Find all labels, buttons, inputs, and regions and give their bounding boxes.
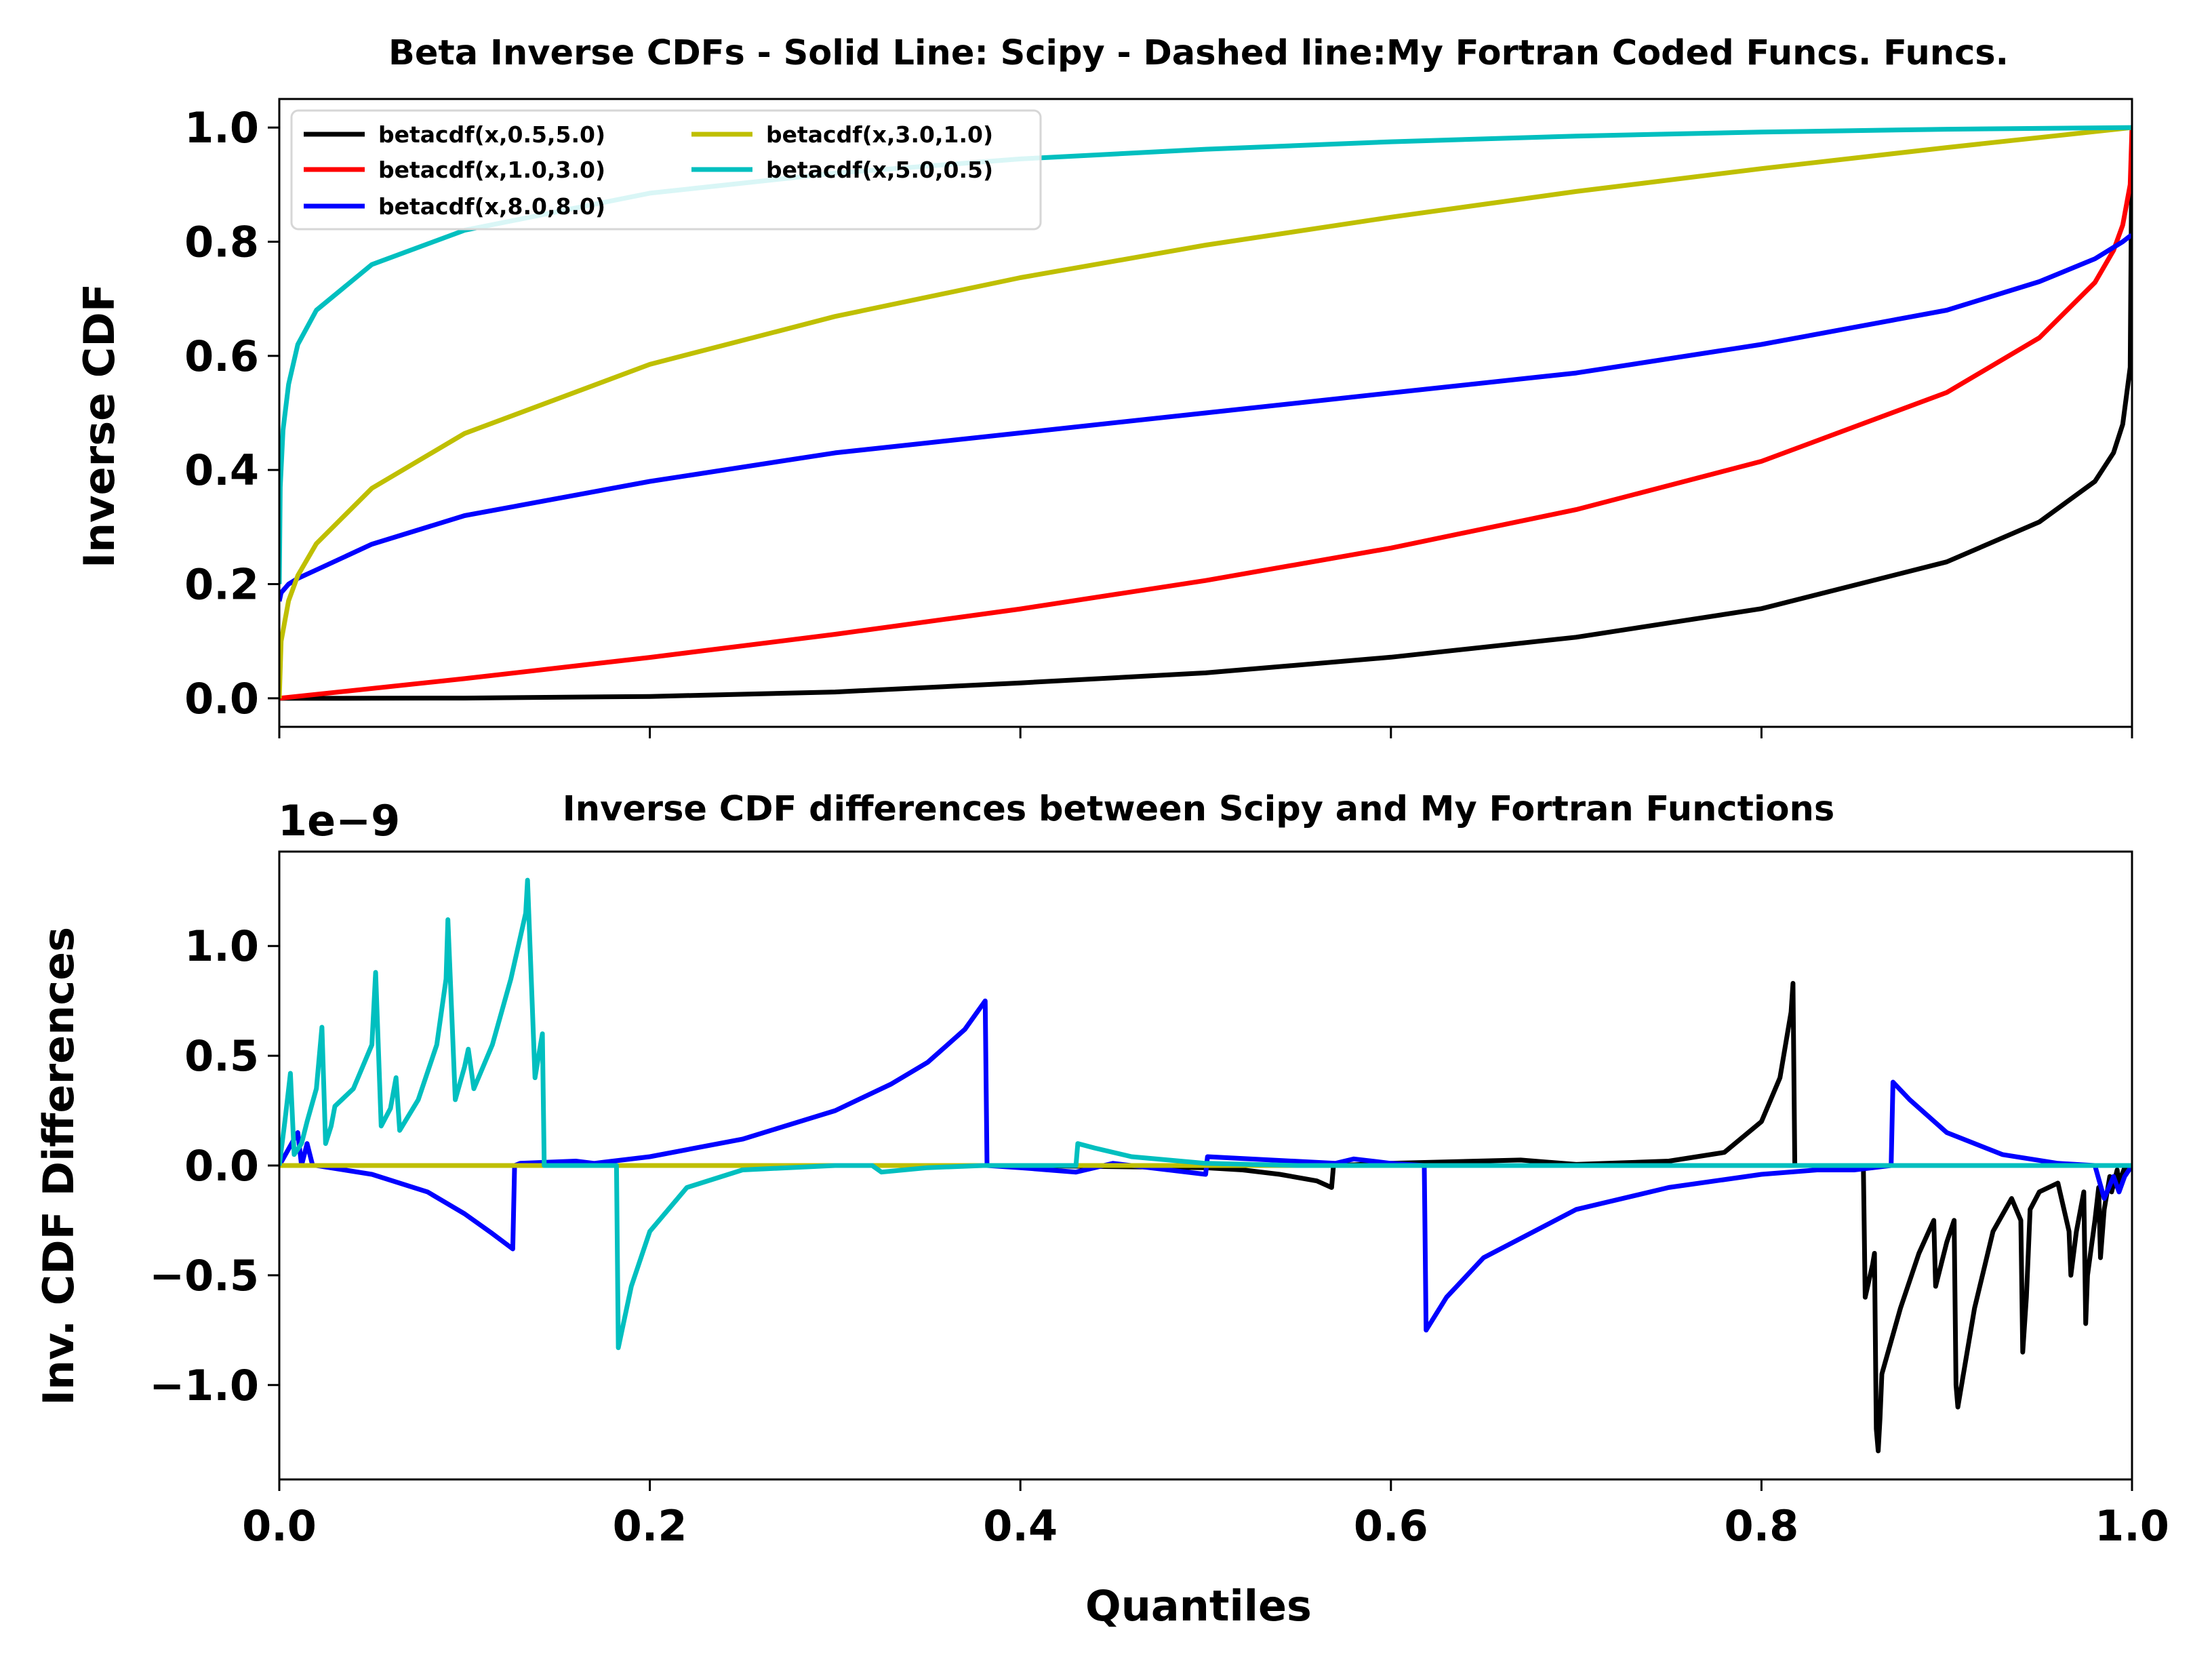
series-line-0-1 bbox=[279, 127, 2132, 701]
y-tick-label: 0.0 bbox=[184, 674, 259, 723]
y-tick-label: 1.0 bbox=[184, 103, 259, 153]
series-line-1-1 bbox=[279, 998, 2132, 1333]
difference-series-lines bbox=[279, 877, 2132, 1454]
x-tick-label: 0.4 bbox=[983, 1501, 1058, 1551]
x-axis-label: Quantiles bbox=[1085, 1581, 1312, 1631]
difference-chart-title: Inverse CDF differences between Scipy an… bbox=[563, 789, 1834, 829]
y-tick-label: 1.0 bbox=[184, 921, 259, 971]
legend-frame bbox=[290, 109, 1042, 231]
legend-entry-2: betacdf(x,8.0,8.0) bbox=[378, 193, 605, 220]
y-tick-label: 0.4 bbox=[184, 445, 259, 495]
axes-frame bbox=[278, 98, 2133, 728]
y-tick-label: 0.2 bbox=[184, 560, 259, 610]
difference-panel: Inverse CDF differences between Scipy an… bbox=[34, 789, 2169, 1631]
series-line-0-2 bbox=[279, 233, 2132, 602]
x-tick-label: 0.8 bbox=[1724, 1501, 1798, 1551]
y-tick-label: 0.5 bbox=[184, 1031, 259, 1081]
series-line-0-0 bbox=[279, 127, 2132, 701]
y-tick-label: 0.0 bbox=[184, 1141, 259, 1191]
y-tick-label: −0.5 bbox=[149, 1251, 259, 1300]
legend: betacdf(x,0.5,5.0) betacdf(x,1.0,3.0) beta… bbox=[290, 109, 1042, 231]
legend-entry-3: betacdf(x,3.0,1.0) bbox=[766, 121, 993, 148]
legend-entry-4: betacdf(x,5.0,0.5) bbox=[766, 157, 993, 183]
cdf-panel: Beta Inverse CDFs - Solid Line: Scipy - … bbox=[75, 33, 2133, 738]
cdf-y-axis-label: Inverse CDF bbox=[75, 283, 124, 568]
cdf-chart-title: Beta Inverse CDFs - Solid Line: Scipy - … bbox=[388, 33, 2009, 73]
y-tick-label: 0.8 bbox=[184, 217, 259, 266]
y-axis-offset-label: 1e−9 bbox=[278, 796, 400, 845]
legend-entry-1: betacdf(x,1.0,3.0) bbox=[378, 157, 605, 183]
cdf-axes: 0.0 0.2 0.4 0.6 0.8 1.0 bbox=[184, 98, 2133, 738]
y-tick-label: −1.0 bbox=[149, 1361, 259, 1410]
x-tick-label: 1.0 bbox=[2095, 1501, 2169, 1551]
x-tick-label: 0.0 bbox=[242, 1501, 317, 1551]
series-line-1-3 bbox=[279, 877, 2132, 1351]
y-tick-label: 0.6 bbox=[184, 332, 259, 381]
x-tick-label: 0.2 bbox=[613, 1501, 687, 1551]
difference-axes: 0.0 0.2 0.4 0.6 0.8 1.0 −1.0 −0.5 0.0 0.5 1.0 bbox=[149, 850, 2169, 1551]
difference-y-axis-label: Inv. CDF Differences bbox=[34, 927, 83, 1406]
series-line-1-0 bbox=[279, 980, 2132, 1454]
x-tick-label: 0.6 bbox=[1354, 1501, 1428, 1551]
legend-entry-0: betacdf(x,0.5,5.0) bbox=[378, 121, 605, 148]
series-line-0-3 bbox=[279, 125, 2132, 699]
